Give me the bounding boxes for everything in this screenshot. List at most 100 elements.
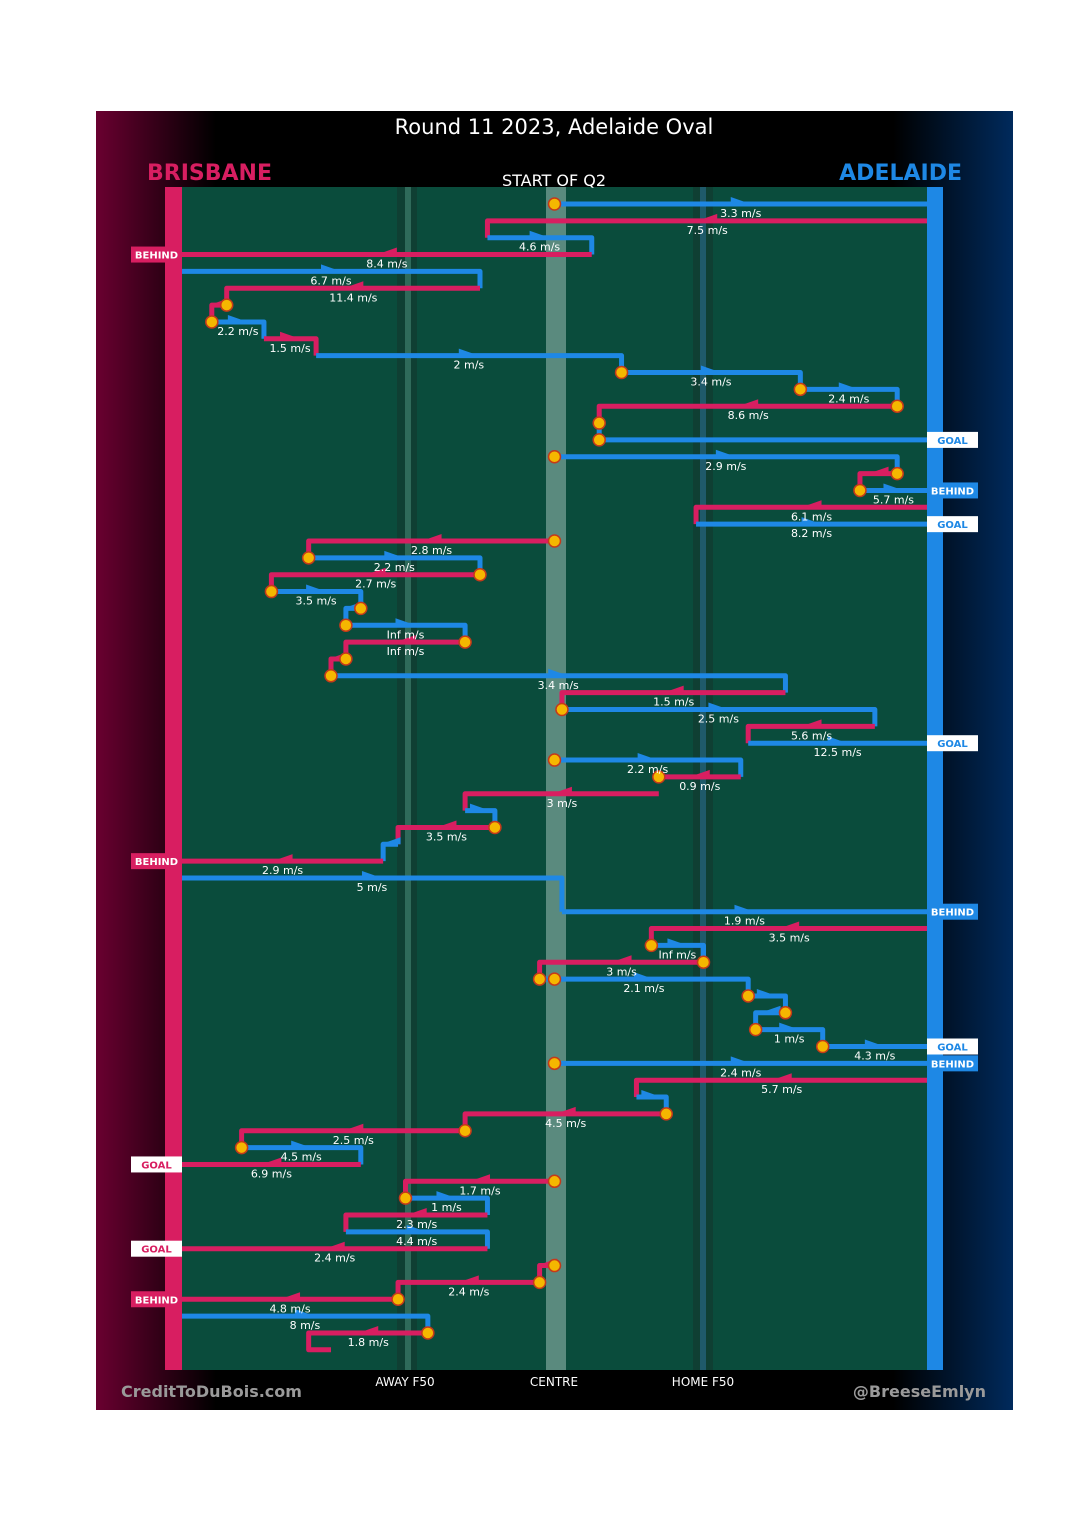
result-badge-behind xyxy=(927,482,978,499)
contest-node-15 xyxy=(354,601,368,616)
contest-node-7 xyxy=(219,298,234,312)
chain-arrow-17 xyxy=(801,500,822,508)
contest-node-1 xyxy=(547,450,562,464)
chain-arrow-58 xyxy=(406,1208,427,1215)
contest-node-39 xyxy=(532,1275,547,1290)
chain-speed-label: 5.7 m/s xyxy=(873,493,914,506)
result-badge-text: GOAL xyxy=(141,1245,172,1256)
chain-arrow-42 xyxy=(667,938,688,946)
chain-speed-label: 2.4 m/s xyxy=(720,1066,761,1079)
chain-27 xyxy=(331,673,788,693)
chain-arrow-40 xyxy=(734,904,755,912)
contest-node-3 xyxy=(890,466,904,481)
chain-speed-label: 6.7 m/s xyxy=(310,274,351,287)
contest-node-10 xyxy=(793,382,808,397)
chain-speed-label: 2.2 m/s xyxy=(374,561,415,574)
chain-arrow-20 xyxy=(384,550,405,558)
chain-speed-label: 3.4 m/s xyxy=(538,679,579,692)
contest-node-6 xyxy=(592,433,606,447)
contest-node-4 xyxy=(853,483,867,498)
chain-speed-label: 4.5 m/s xyxy=(545,1117,586,1130)
chain-arrow-21 xyxy=(365,567,386,575)
result-badge-behind xyxy=(927,903,978,920)
contest-node-35 xyxy=(234,1140,249,1155)
chain-arrow-15 xyxy=(868,466,889,474)
result-badge-text: BEHIND xyxy=(931,1059,974,1070)
result-badge-goal xyxy=(131,1156,182,1173)
chain-arrow-10 xyxy=(700,365,721,373)
contest-node-2 xyxy=(890,399,904,413)
chain-58 xyxy=(343,1212,488,1232)
contest-node-8 xyxy=(205,315,219,329)
chain-arrow-25 xyxy=(395,635,416,643)
contest-node-17 xyxy=(458,635,472,649)
chain-arrow-57 xyxy=(436,1191,457,1199)
contest-node-5 xyxy=(592,416,606,430)
contest-node-26 xyxy=(696,955,711,969)
result-badge-text: GOAL xyxy=(937,520,968,531)
chain-speed-label: 3.3 m/s xyxy=(720,207,761,220)
chain-arrow-63 xyxy=(280,1292,301,1300)
chain-59 xyxy=(345,1229,490,1249)
chain-arrow-16 xyxy=(883,483,904,491)
chain-arrow-62 xyxy=(458,1275,479,1283)
nodes-layer xyxy=(205,197,904,1340)
chain-speed-label: 2 m/s xyxy=(453,359,484,372)
chain-arrow-48 xyxy=(864,1039,885,1047)
contest-node-12 xyxy=(301,551,316,565)
chain-speed-label: 2.9 m/s xyxy=(262,864,303,877)
contest-node-41 xyxy=(421,1326,435,1340)
chain-speed-label: 2.5 m/s xyxy=(698,713,739,726)
centre-band xyxy=(546,187,566,1370)
chain-speed-label: 5.6 m/s xyxy=(791,729,832,742)
chain-speed-label: 8.6 m/s xyxy=(728,409,769,422)
quarter-label: START OF Q2 xyxy=(502,171,606,190)
chain-speed-label: 7.5 m/s xyxy=(687,224,728,237)
chain-57 xyxy=(405,1195,490,1215)
chain-speed-label: 11.4 m/s xyxy=(329,291,377,304)
team-left-name: BRISBANE xyxy=(147,161,272,186)
chain-speed-label: 3.4 m/s xyxy=(690,376,731,389)
chain-arrow-19 xyxy=(421,534,442,541)
chain-speed-label: 2.7 m/s xyxy=(355,578,396,591)
contest-node-36 xyxy=(547,1174,562,1189)
chain-arrow-45 xyxy=(756,988,777,996)
chain-speed-label: 2.3 m/s xyxy=(396,1218,437,1231)
contest-node-13 xyxy=(473,567,487,582)
chain-50 xyxy=(633,1077,927,1098)
chain-speed-label: 2.4 m/s xyxy=(828,392,869,405)
chain-speed-label: 4.6 m/s xyxy=(519,241,560,254)
chain-arrow-33 xyxy=(689,769,710,777)
chain-speed-label: 2.8 m/s xyxy=(411,544,452,557)
chain-arrow-56 xyxy=(470,1174,490,1182)
chain-arrow-60 xyxy=(324,1241,345,1249)
chain-speed-label: 1.9 m/s xyxy=(724,915,765,928)
chain-speed-label: 12.5 m/s xyxy=(814,746,862,759)
chain-arrow-29 xyxy=(708,702,729,710)
contest-node-20 xyxy=(555,702,569,717)
chain-speed-label: 1.5 m/s xyxy=(653,696,694,709)
chain-arrow-0 xyxy=(730,197,751,204)
contest-node-25 xyxy=(644,938,659,953)
result-badge-text: BEHIND xyxy=(135,857,178,868)
result-badge-goal xyxy=(131,1240,182,1257)
chain-arrow-14 xyxy=(715,449,736,457)
chain-arrow-28 xyxy=(663,685,684,693)
chain-speed-label: 1.5 m/s xyxy=(269,342,310,355)
chain-arrow-32 xyxy=(637,753,658,761)
chain-speed-label: 2.2 m/s xyxy=(627,763,668,776)
contest-node-21 xyxy=(547,753,562,767)
chain-speed-label: 6.1 m/s xyxy=(791,510,832,523)
chain-speed-label: 2.1 m/s xyxy=(623,982,664,995)
chain-speed-label: 5 m/s xyxy=(357,881,388,894)
credit-left: CreditToDuBois.com xyxy=(121,1382,302,1401)
chain-arrow-24 xyxy=(395,618,416,626)
chain-54 xyxy=(241,1145,364,1165)
chain-speed-label: 4.5 m/s xyxy=(281,1151,322,1164)
result-badge-text: BEHIND xyxy=(931,486,974,497)
chain-arrow-46 xyxy=(760,1005,781,1013)
adelaide-goal-bar xyxy=(927,187,943,1370)
contest-node-28 xyxy=(741,989,755,1003)
result-badge-behind xyxy=(927,1055,978,1072)
chain-arrow-49 xyxy=(730,1056,751,1064)
